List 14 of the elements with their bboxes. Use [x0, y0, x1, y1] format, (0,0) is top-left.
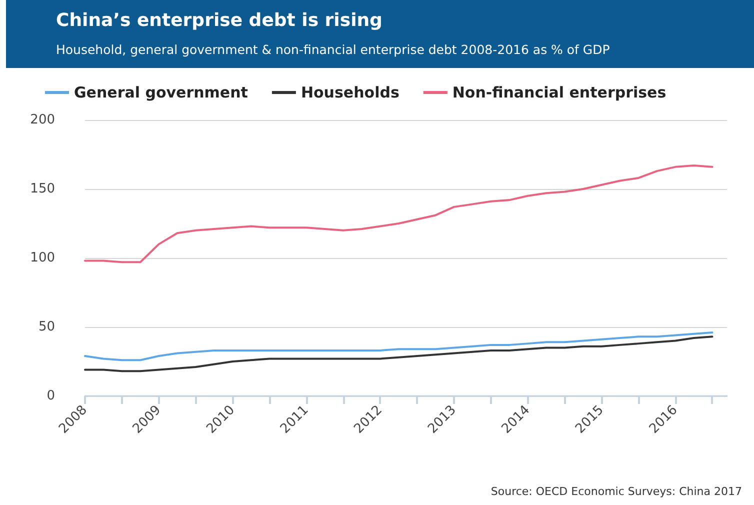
y-tick-label: 200	[30, 112, 55, 128]
chart-title: China’s enterprise debt is rising	[56, 10, 382, 31]
line-series	[84, 332, 714, 362]
line-series	[84, 164, 714, 264]
y-tick-label: 150	[30, 182, 55, 196]
y-tick-label: 50	[38, 320, 55, 334]
legend-label: Households	[300, 84, 400, 102]
legend-label: Non-financial enterprises	[452, 84, 666, 102]
y-tick-label: 0	[46, 388, 55, 404]
chart-subtitle: Household, general government & non-financial enterprise debt 2008-2016 as % of GDP	[56, 42, 610, 57]
source-note: Source: OECD Economic Surveys: China 2017	[490, 485, 742, 498]
line-series	[84, 336, 714, 372]
y-tick-label: 100	[30, 250, 55, 266]
legend-label: General government	[74, 84, 248, 102]
